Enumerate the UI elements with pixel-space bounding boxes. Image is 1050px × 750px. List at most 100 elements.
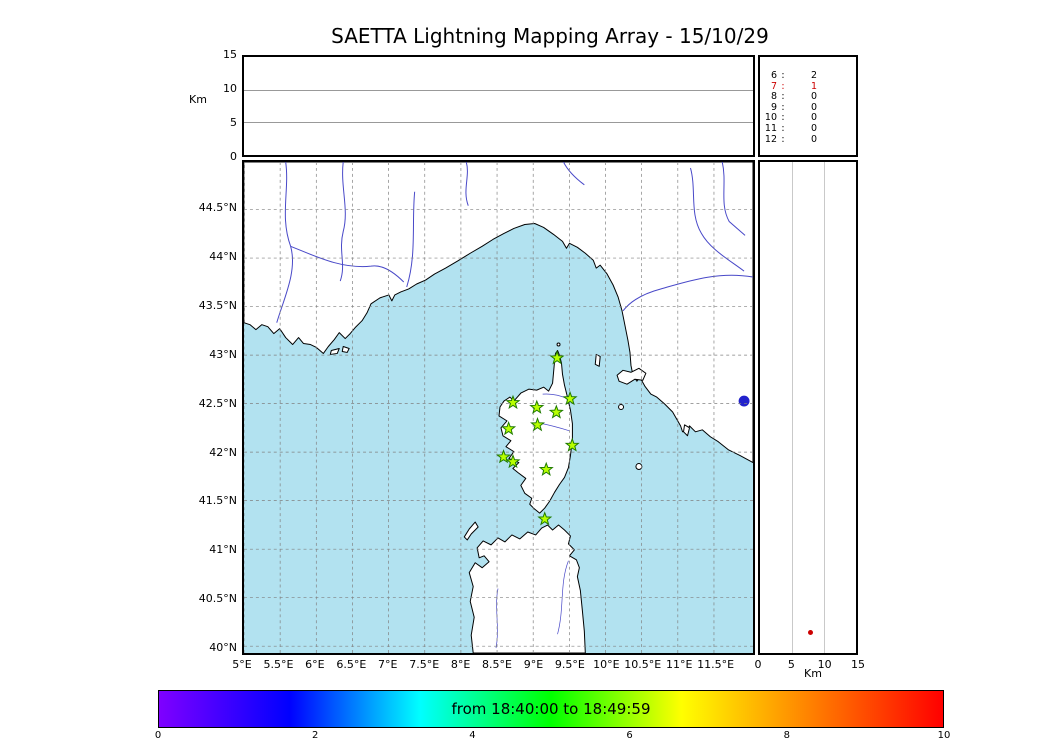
- station-star: [549, 350, 565, 365]
- lat-tick-label: 41.5°N: [198, 494, 237, 508]
- map-panel: [242, 160, 755, 655]
- river: [557, 560, 569, 635]
- stats-cell: 0: [810, 91, 817, 103]
- lon-tick-label: 11.5°E: [697, 658, 735, 671]
- alt-grid-line: [824, 162, 825, 653]
- stats-row: 7: 1: [760, 80, 856, 93]
- station-star: [537, 511, 553, 526]
- stats-cell: :: [781, 122, 785, 134]
- lon-tick-label: 5.5°E: [263, 658, 294, 671]
- stats-cell: 11: [764, 122, 777, 134]
- alt-lat-panel: [758, 160, 858, 655]
- cbar-tick-label: 0: [154, 730, 162, 741]
- lat-tick-label: 44.5°N: [198, 200, 237, 214]
- alt-axis-unit-right: Km: [804, 667, 822, 680]
- stats-cell: :: [781, 112, 785, 124]
- river: [622, 274, 753, 312]
- stats-row: 6: 2: [760, 70, 856, 82]
- station-star: [496, 449, 512, 464]
- lon-tick-label: 11°E: [665, 658, 693, 671]
- asinara-island: [463, 521, 479, 541]
- stats-cell: :: [781, 91, 785, 103]
- stats-row: 12: 0: [760, 133, 856, 146]
- stats-cell: :: [781, 80, 785, 92]
- station-star: [529, 399, 545, 414]
- giraglia-island: [556, 342, 561, 347]
- stats-cell: 0: [810, 122, 817, 134]
- alt-axis-unit-top: Km: [189, 93, 207, 106]
- lma-stations: [496, 350, 580, 526]
- station-star: [505, 453, 521, 469]
- lon-tick-label: 10°E: [593, 658, 620, 671]
- lat-tick-label: 42.5°N: [198, 396, 237, 410]
- stats-cell: 12: [764, 133, 777, 145]
- cbar-tick-label: 10: [937, 730, 951, 741]
- port-cros-island: [341, 346, 350, 353]
- stats-row: 8: 0: [760, 92, 856, 103]
- lat-tick-label: 43.5°N: [198, 298, 237, 312]
- lightning-source-point: [807, 629, 813, 635]
- stats-cell: 8: [770, 91, 777, 103]
- colorbar-label: from 18:40:00 to 18:49:59: [451, 700, 651, 718]
- river: [690, 167, 745, 272]
- colorbar: from 18:40:00 to 18:49:59: [158, 690, 944, 728]
- corsica-island: [498, 349, 573, 514]
- river: [339, 162, 346, 282]
- capraia-island: [594, 353, 601, 367]
- pianosa-island: [618, 404, 625, 410]
- river: [276, 162, 294, 323]
- stats-cell: 7: [770, 80, 777, 92]
- stats-cell: :: [781, 133, 785, 145]
- stats-cell: 2: [810, 70, 817, 81]
- lat-tick-label: 42°N: [209, 445, 237, 459]
- elba-island: [616, 367, 647, 385]
- stats-cell: 6: [770, 70, 777, 81]
- lon-tick-label: 7°E: [378, 658, 398, 671]
- river: [563, 162, 585, 186]
- lat-tick-label: 40.5°N: [198, 592, 237, 606]
- alt-tick-label: 15: [223, 48, 237, 61]
- lon-tick-label: 9°E: [523, 658, 544, 671]
- stats-cell: 10: [764, 112, 777, 124]
- alt-tick-label: 0: [230, 150, 237, 163]
- river: [465, 162, 469, 206]
- lat-tick-label: 43°N: [209, 347, 237, 361]
- stats-cell: 1: [810, 80, 817, 92]
- plot-title: SAETTA Lightning Mapping Array - 15/10/2…: [331, 24, 769, 48]
- lake-bolsena: [738, 395, 750, 407]
- stats-row: 10: 0: [760, 113, 856, 124]
- km-tick-label: 5: [787, 658, 795, 671]
- km-tick-label: 0: [754, 658, 762, 671]
- river: [721, 162, 746, 236]
- stats-cell: 0: [810, 101, 817, 113]
- stats-panel: 6: 2 7: 1 8: 0 9: 0 10: 0 11: 0 12: 0: [758, 55, 858, 157]
- coastlines: [244, 162, 753, 653]
- cbar-tick-label: 8: [783, 730, 790, 741]
- alt-tick-label: 5: [230, 116, 237, 129]
- stats-row: 11: 0: [760, 122, 856, 135]
- km-tick-label: 15: [851, 658, 865, 671]
- station-star: [538, 461, 554, 477]
- stats-row: 9: 0: [760, 101, 856, 114]
- lat-tick-label: 44°N: [209, 249, 237, 263]
- alt-grid-line: [244, 122, 753, 124]
- mainland-coast: [244, 162, 753, 464]
- lon-tick-label: 6.5°E: [336, 658, 367, 671]
- station-star: [564, 437, 580, 452]
- map-grid: [244, 162, 753, 653]
- lon-tick-label: 7.5°E: [409, 658, 440, 671]
- lon-tick-label: 6°E: [305, 658, 325, 671]
- cbar-tick-label: 6: [626, 730, 633, 741]
- stats-cell: 0: [810, 112, 817, 124]
- lat-tick-label: 41°N: [209, 543, 237, 557]
- station-star: [530, 417, 546, 432]
- porquerolles-island: [329, 347, 340, 355]
- lon-tick-label: 10.5°E: [624, 658, 662, 671]
- map-svg: [244, 162, 753, 653]
- cbar-tick-label: 2: [312, 730, 319, 741]
- lat-tick-label: 40°N: [209, 641, 237, 655]
- stats-cell: :: [781, 70, 785, 81]
- lon-tick-label: 8°E: [450, 658, 471, 671]
- station-star: [501, 420, 517, 436]
